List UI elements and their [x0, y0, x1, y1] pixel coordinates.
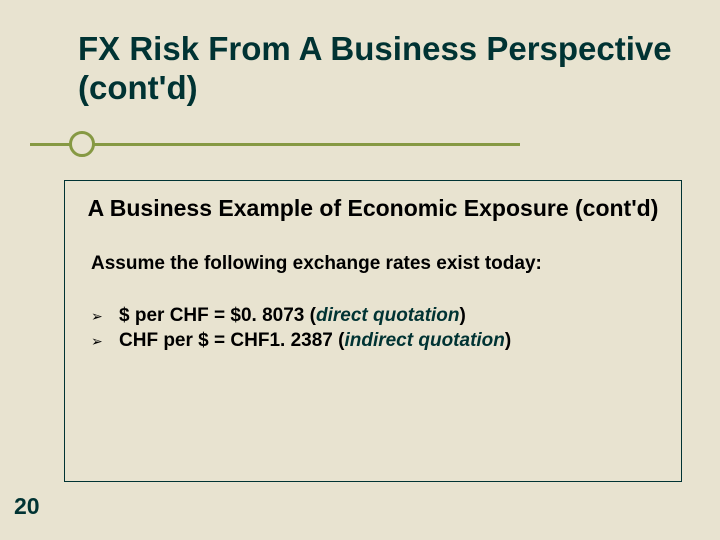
bullet-post: )	[460, 305, 466, 326]
box-heading: A Business Example of Economic Exposure …	[85, 195, 661, 223]
slide: FX Risk From A Business Perspective (con…	[0, 0, 720, 540]
box-lead-text: Assume the following exchange rates exis…	[91, 253, 661, 275]
list-item: ➢ CHF per $ = CHF1. 2387 (indirect quota…	[91, 328, 661, 354]
bullet-emphasis: direct quotation	[316, 305, 460, 326]
page-number: 20	[14, 493, 40, 520]
list-item: ➢ $ per CHF = $0. 8073 (direct quotation…	[91, 303, 661, 329]
slide-title: FX Risk From A Business Perspective (con…	[78, 30, 678, 108]
bullet-list: ➢ $ per CHF = $0. 8073 (direct quotation…	[91, 303, 661, 354]
title-block: FX Risk From A Business Perspective (con…	[78, 30, 678, 108]
chevron-right-icon: ➢	[91, 307, 103, 326]
accent-rule	[30, 143, 520, 146]
accent-bullet-icon	[69, 131, 95, 157]
bullet-pre: CHF per $ = CHF1. 2387 (	[119, 330, 344, 351]
chevron-right-icon: ➢	[91, 332, 103, 351]
bullet-emphasis: indirect quotation	[344, 330, 504, 351]
content-box: A Business Example of Economic Exposure …	[64, 180, 682, 482]
bullet-post: )	[505, 330, 511, 351]
bullet-pre: $ per CHF = $0. 8073 (	[119, 305, 316, 326]
